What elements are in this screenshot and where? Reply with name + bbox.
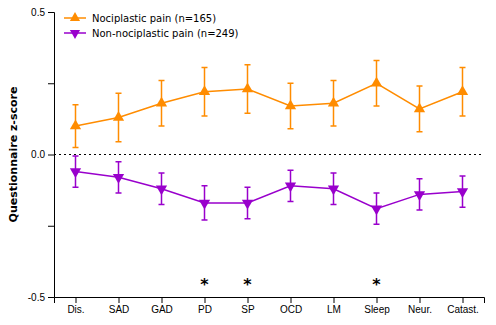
marker	[70, 168, 81, 178]
marker	[70, 119, 81, 129]
annotation: *	[200, 275, 209, 294]
tick: 0.5	[31, 7, 54, 18]
marker	[328, 185, 339, 195]
tick-mark	[334, 297, 335, 303]
marker	[285, 100, 296, 110]
marker	[199, 200, 210, 210]
tick: Catast.	[447, 297, 479, 315]
tick-mark	[48, 297, 54, 298]
x-axis: Dis. SAD GAD PD SP OCD LM Sleep Neur. Catast.	[55, 297, 485, 315]
marks	[54, 60, 484, 224]
y-label: Questionnaire z-score	[7, 87, 20, 223]
marker	[414, 191, 425, 201]
tick: GAD	[151, 297, 173, 315]
tick-mark	[291, 297, 292, 303]
marker	[156, 185, 167, 195]
tick: LM	[327, 297, 341, 315]
marker	[457, 188, 468, 198]
tick-label: 0.5	[31, 7, 45, 18]
tick	[48, 83, 54, 84]
y-axis: -0.5 0.0 0.5	[28, 7, 55, 303]
legend-marker	[70, 12, 80, 21]
tick-mark	[420, 297, 421, 303]
marker	[457, 85, 468, 95]
line	[76, 172, 463, 209]
marker	[242, 200, 253, 210]
tick-mark	[48, 12, 54, 13]
tick-label: GAD	[151, 304, 173, 315]
annotation: *	[372, 275, 381, 294]
tick-mark	[463, 297, 464, 303]
tick: SP	[241, 297, 255, 315]
legend-item: Non-nociplastic pain (n=249)	[64, 28, 239, 39]
annotation: *	[243, 275, 252, 294]
legend-label: Nociplastic pain (n=165)	[92, 13, 216, 24]
tick: Dis.	[67, 297, 84, 315]
marker	[371, 77, 382, 87]
tick-mark	[48, 226, 54, 227]
tick: -0.5	[28, 292, 54, 303]
tick: 0.0	[31, 149, 54, 160]
marker	[156, 97, 167, 107]
tick-mark	[119, 297, 120, 303]
tick-mark	[76, 297, 77, 303]
legend-label: Non-nociplastic pain (n=249)	[92, 28, 239, 39]
tick-mark	[162, 297, 163, 303]
tick-label: SP	[241, 304, 255, 315]
marker	[285, 183, 296, 193]
line	[76, 83, 463, 126]
tick-mark	[377, 297, 378, 303]
tick-label: Catast.	[447, 304, 479, 315]
tick-label: 0.0	[31, 149, 45, 160]
tick	[48, 226, 54, 227]
marker	[328, 97, 339, 107]
tick-label: SAD	[109, 304, 130, 315]
tick-mark	[248, 297, 249, 303]
marker	[113, 174, 124, 184]
tick-mark	[48, 155, 54, 156]
tick: SAD	[109, 297, 130, 315]
tick-label: Neur.	[408, 304, 432, 315]
tick-mark	[48, 83, 54, 84]
tick-label: -0.5	[28, 292, 46, 303]
tick-label: LM	[327, 304, 341, 315]
axis-line	[48, 13, 55, 298]
marker	[199, 85, 210, 95]
chart: -0.5 0.0 0.5 Dis. SAD GAD PD SP OCD LM Sleep Neur. C…	[0, 0, 496, 325]
legend-item: Nociplastic pain (n=165)	[64, 12, 216, 23]
marker	[371, 205, 382, 215]
legend: Nociplastic pain (n=165) Non-nociplastic …	[64, 12, 239, 39]
marker	[113, 111, 124, 121]
series	[70, 60, 468, 147]
plot: -0.5 0.0 0.5 Dis. SAD GAD PD SP OCD LM Sleep Neur. C…	[28, 7, 485, 315]
series	[70, 156, 468, 224]
tick-label: Dis.	[67, 304, 84, 315]
tick: Neur.	[408, 297, 432, 315]
marker	[242, 82, 253, 92]
tick-label: Sleep	[364, 304, 390, 315]
tick: OCD	[280, 297, 302, 315]
tick: PD	[198, 297, 212, 315]
reference-line	[54, 154, 484, 155]
tick-mark	[205, 297, 206, 303]
tick-label: OCD	[280, 304, 302, 315]
axis-line	[55, 298, 485, 304]
marker	[414, 102, 425, 112]
tick: Sleep	[364, 297, 390, 315]
tick-label: PD	[198, 304, 212, 315]
legend-marker	[70, 30, 80, 39]
